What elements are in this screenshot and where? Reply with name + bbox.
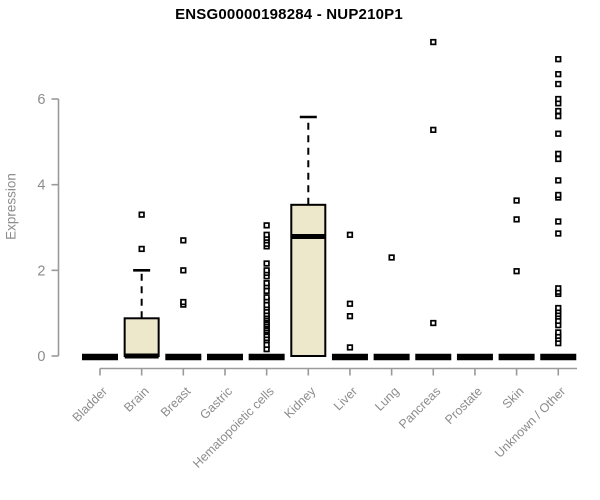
x-category-label: Gastric <box>197 384 235 422</box>
y-tick-label: 6 <box>37 92 45 108</box>
outlier-point <box>430 38 437 46</box>
x-category-label: Lung <box>372 384 402 414</box>
x-category-label: Skin <box>500 384 527 411</box>
x-category-label: Liver <box>331 384 360 413</box>
outlier-point <box>388 254 395 261</box>
outlier-point <box>555 304 562 312</box>
outlier-point <box>263 280 270 287</box>
outlier-point <box>138 245 145 253</box>
outlier-point <box>346 344 354 351</box>
x-category-label: Unknown / Other <box>492 384 568 460</box>
outlier-point <box>555 71 562 78</box>
outlier-point <box>180 298 187 306</box>
box-brain <box>123 317 160 357</box>
outlier-point <box>263 267 270 274</box>
y-tick-label: 4 <box>37 178 45 194</box>
outlier-point <box>555 56 562 63</box>
outlier-point <box>513 197 520 204</box>
outlier-point <box>346 300 354 307</box>
y-tick-label: 0 <box>37 349 45 365</box>
outlier-point <box>263 260 270 267</box>
outlier-point <box>555 218 562 225</box>
outlier-point <box>263 231 270 238</box>
outlier-point <box>555 285 562 292</box>
chart-title: ENSG00000198284 - NUP210P1 <box>175 6 403 23</box>
outlier-point <box>555 107 562 115</box>
median-line <box>540 353 577 361</box>
median-line <box>291 234 326 240</box>
median-line <box>456 353 493 361</box>
outlier-point <box>346 313 354 320</box>
median-line <box>373 353 410 361</box>
median-line <box>206 353 243 361</box>
outlier-point <box>430 126 437 134</box>
x-category-label: Brain <box>121 384 152 415</box>
median-line <box>498 353 535 361</box>
outlier-point <box>513 216 520 223</box>
outlier-point <box>555 130 562 137</box>
x-category-label: Kidney <box>281 384 318 421</box>
outlier-point <box>263 222 270 229</box>
outlier-point <box>555 95 562 103</box>
outlier-point <box>513 268 520 275</box>
outlier-point <box>555 177 562 184</box>
x-category-label: Pancreas <box>396 384 443 431</box>
outlier-point <box>180 237 187 244</box>
outlier-point <box>555 191 562 199</box>
outlier-point <box>555 155 562 163</box>
median-line <box>248 353 285 361</box>
outlier-point <box>430 319 437 327</box>
outlier-point <box>555 329 562 336</box>
median-line <box>331 353 368 361</box>
outlier-point <box>555 80 562 88</box>
x-category-label: Prostate <box>442 384 485 427</box>
x-category-label: Bladder <box>70 384 110 424</box>
outlier-point <box>263 294 270 301</box>
median-line <box>124 353 159 359</box>
y-tick-label: 2 <box>37 263 45 279</box>
outlier-point <box>346 231 354 238</box>
outlier-point <box>555 230 562 237</box>
box-kidney <box>290 203 327 357</box>
x-category-label: Hematopoietic cells <box>190 384 277 471</box>
x-category-label: Breast <box>158 384 194 420</box>
median-line <box>415 353 452 361</box>
outlier-point <box>138 211 145 218</box>
outlier-point <box>180 267 187 274</box>
outlier-point <box>555 113 562 120</box>
median-line <box>165 353 202 361</box>
median-line <box>82 353 118 361</box>
outlier-point <box>555 150 562 157</box>
